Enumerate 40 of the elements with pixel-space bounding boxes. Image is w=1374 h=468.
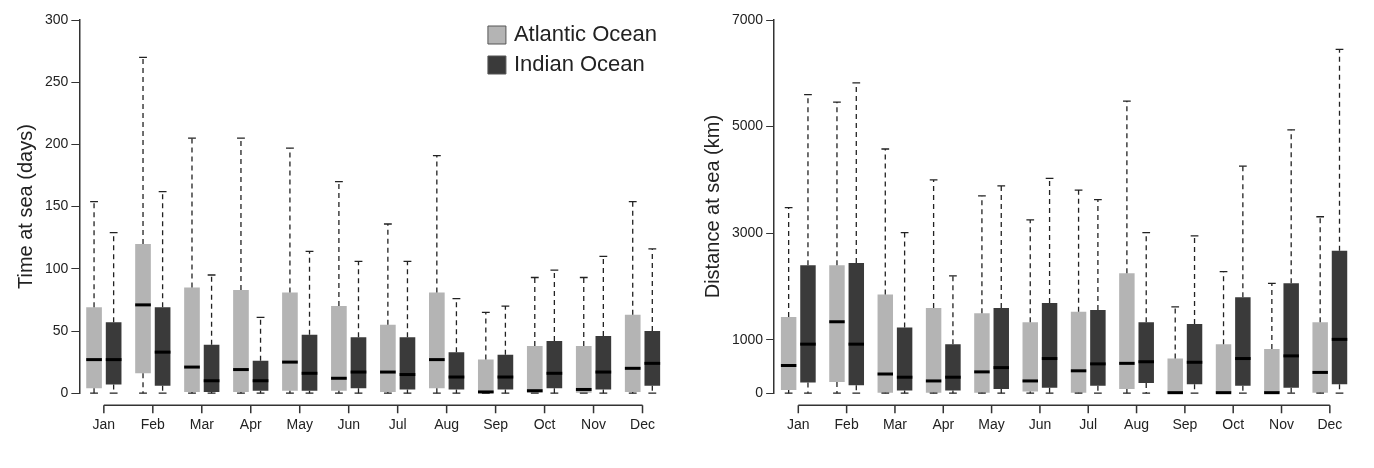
x-tick-label: Jan [787,416,810,433]
y-tick-label: 150 [45,197,69,214]
x-tick-label: Jan [92,416,116,433]
legend-label: Indian Ocean [513,51,645,77]
x-tick-label: Jul [388,416,407,433]
y-tick-label: 250 [45,73,69,90]
y-tick-label: 1000 [731,330,764,347]
x-tick-label: May [978,416,1005,433]
y-axis-title: Time at sea (days) [13,124,36,290]
x-tick-label: Aug [1124,416,1150,433]
x-tick-label: Oct [533,416,556,433]
y-tick-label: 7000 [731,10,764,27]
x-tick-label: Jul [1079,416,1098,433]
y-tick-label: 50 [52,321,69,338]
x-tick-label: Apr [239,416,262,433]
x-tick-label: Sep [1172,416,1198,433]
x-tick-label: Dec [1317,416,1343,433]
x-tick-label: Oct [1222,416,1245,433]
y-tick-label: 0 [755,384,764,401]
x-tick-label: Mar [189,416,215,433]
x-tick-label: Sep [483,416,509,433]
x-tick-label: Mar [882,416,908,433]
y-tick-label: 0 [60,384,69,401]
x-tick-label: Jun [1028,416,1052,433]
legend-label: Atlantic Ocean [513,21,657,47]
y-axis-title: Distance at sea (km) [700,114,723,299]
x-tick-label: Feb [834,416,859,433]
x-tick-label: Feb [140,416,166,433]
y-tick-label: 3000 [731,224,764,241]
y-tick-label: 200 [45,135,69,152]
y-tick-label: 5000 [731,117,764,134]
x-tick-label: Dec [630,416,655,433]
x-tick-label: Nov [1269,416,1294,433]
x-tick-label: Aug [434,416,460,433]
x-tick-label: May [286,416,313,433]
x-tick-label: Apr [932,416,955,433]
y-tick-label: 300 [45,10,69,27]
y-tick-label: 100 [45,259,69,276]
x-tick-label: Nov [581,416,606,433]
x-tick-label: Jun [337,416,360,433]
